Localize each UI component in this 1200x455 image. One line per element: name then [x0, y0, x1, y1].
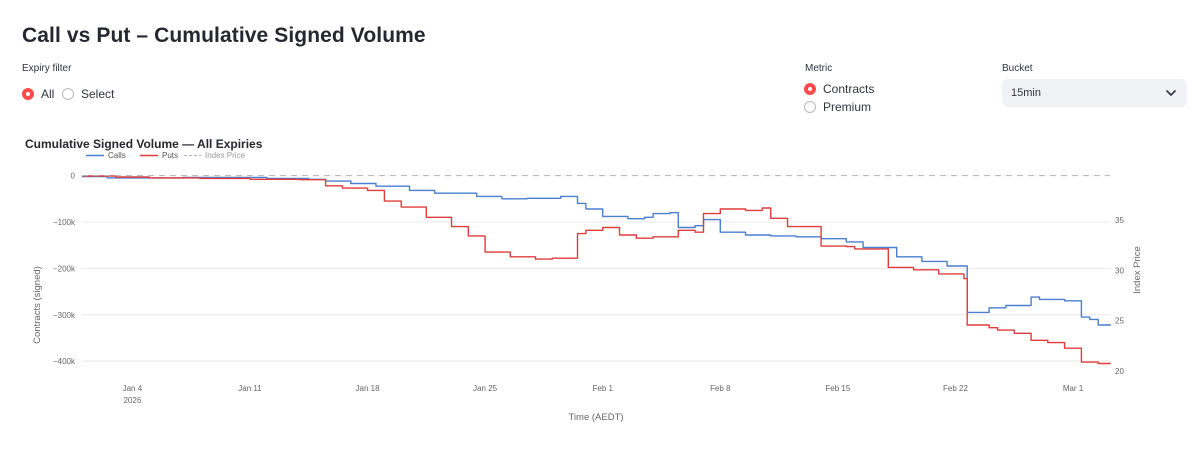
legend-index-label[interactable]: Index Price [205, 151, 246, 160]
cumulative-volume-chart: 0 −100k −200k −300k −400k 20 25 30 35 Jan 4 2026 Ja… [25, 137, 1143, 423]
x-axis-title: Time (AEDT) [568, 412, 623, 423]
x-tick-label: Mar 1 [1063, 384, 1084, 393]
y2-tick-label: 20 [1115, 367, 1124, 376]
y2-tick-label: 30 [1115, 266, 1124, 275]
y-tick-label: 0 [71, 172, 76, 181]
x-tick-label: Jan 25 [473, 384, 498, 393]
page-title: Call vs Put – Cumulative Signed Volume [22, 24, 426, 47]
bucket-value: 15min [1011, 87, 1041, 99]
bucket-label: Bucket [1002, 63, 1033, 74]
metric-premium-label: Premium [823, 100, 872, 114]
y2-tick-label: 25 [1115, 317, 1124, 326]
radio-unselected-indicator[interactable] [804, 101, 816, 113]
y-tick-label: −400k [53, 357, 76, 366]
expiry-all-radio[interactable]: All [22, 87, 54, 101]
expiry-all-label: All [41, 87, 55, 101]
radio-selected-indicator[interactable] [804, 83, 816, 95]
x-tick-label: Feb 22 [943, 384, 968, 393]
expiry-filter-label: Expiry filter [22, 63, 72, 74]
radio-selected-indicator[interactable] [22, 88, 34, 100]
expiry-select-radio[interactable]: Select [62, 87, 114, 101]
y-tick-label: −100k [53, 218, 76, 227]
x-tick-label: Jan 18 [356, 384, 381, 393]
series-lines [82, 175, 1111, 365]
expiry-select-label: Select [81, 87, 115, 101]
radio-unselected-indicator[interactable] [62, 88, 74, 100]
legend: Calls Puts Index Price [86, 151, 246, 160]
metric-label: Metric [805, 63, 833, 74]
legend-calls-label[interactable]: Calls [108, 151, 126, 160]
x-tick-label: Feb 1 [592, 384, 613, 393]
y-tick-label: −300k [53, 311, 76, 320]
chevron-down-icon [1166, 89, 1176, 96]
series-puts-line [82, 175, 1111, 365]
chart-title: Cumulative Signed Volume — All Expiries [25, 137, 263, 151]
metric-premium-radio[interactable]: Premium [804, 100, 871, 114]
metric-contracts-radio[interactable]: Contracts [804, 82, 874, 96]
y-axis-title: Contracts (signed) [32, 266, 43, 344]
x-tick-label: Feb 15 [825, 384, 850, 393]
y-tick-label: −200k [53, 264, 76, 273]
axis-labels: 0 −100k −200k −300k −400k 20 25 30 35 Jan 4 2026 Ja… [53, 172, 1124, 405]
grid-lines [82, 221, 1110, 362]
metric-contracts-label: Contracts [823, 82, 875, 96]
series-calls-line [82, 175, 1111, 326]
legend-puts-label[interactable]: Puts [162, 151, 178, 160]
y2-tick-label: 35 [1115, 216, 1124, 225]
chart-container: 0 −100k −200k −300k −400k 20 25 30 35 Jan 4 2026 Ja… [0, 130, 1200, 455]
x-tick-sublabel: 2026 [123, 396, 141, 405]
x-tick-label: Jan 11 [238, 384, 262, 393]
x-tick-label: Jan 4 [123, 384, 143, 393]
x-tick-label: Feb 8 [710, 384, 731, 393]
y2-axis-title: Index Price [1132, 246, 1143, 294]
bucket-select[interactable]: 15min [1002, 79, 1187, 107]
